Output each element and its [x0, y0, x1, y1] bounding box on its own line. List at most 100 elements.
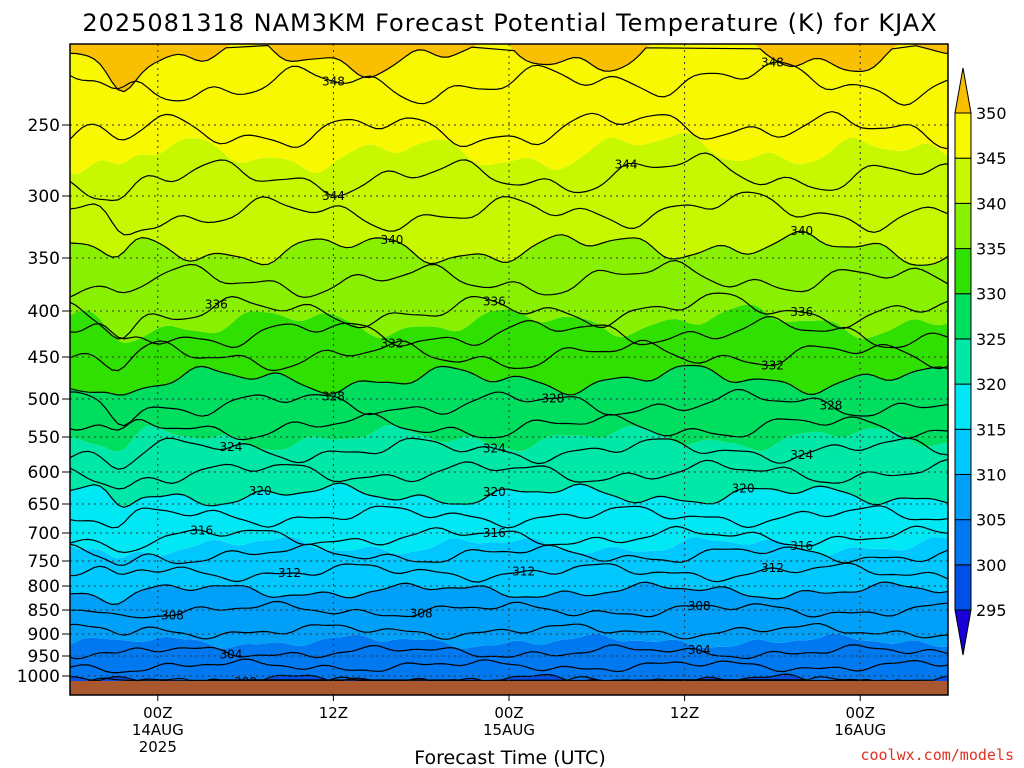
color-band-2 — [70, 633, 948, 687]
contour-line-318 — [69, 505, 949, 529]
x-tick-label: 15AUG — [483, 721, 535, 739]
contour-label-336: 336 — [483, 294, 506, 308]
colorbar-label: 295 — [976, 601, 1007, 620]
colorbar-extend-low — [954, 609, 972, 656]
x-tick-label: 00Z — [846, 704, 875, 722]
y-axis: 250 300 350 400 450 500 550 600 650 700 750 800 850 9… — [17, 116, 70, 687]
colorbar-segment — [954, 202, 972, 250]
color-band-7 — [70, 365, 948, 452]
colorbar-extend-high — [954, 67, 972, 114]
contour-line-342 — [69, 191, 949, 236]
y-tick-label: 750 — [28, 552, 60, 572]
colorbar-label: 300 — [976, 556, 1007, 575]
contour-labels: 348 348 344 344 340 340 336 336 336 332 332 328 328 3… — [161, 55, 842, 688]
y-tick-label: 700 — [28, 524, 60, 544]
x-tick-label: 14AUG — [132, 721, 184, 739]
contour-label-348: 348 — [322, 74, 345, 88]
y-tick-label: 500 — [28, 390, 60, 410]
color-band-6 — [70, 425, 948, 508]
colorbar-label: 315 — [976, 420, 1007, 439]
contour-line-310 — [69, 581, 949, 606]
y-tick-label: 800 — [28, 577, 60, 597]
colorbar-segment — [954, 112, 972, 159]
y-tick-label: 1000 — [17, 667, 60, 687]
contour-line-314 — [69, 543, 949, 566]
y-tick-label: 250 — [28, 116, 60, 136]
colorbar-segment — [954, 383, 972, 430]
y-tick-label: 650 — [28, 495, 60, 515]
contour-line-340 — [69, 230, 949, 266]
contour-label-324: 324 — [790, 448, 813, 462]
colorbar-label: 310 — [976, 465, 1007, 484]
contour-label-328: 328 — [322, 389, 345, 403]
contour-line-298 — [87, 676, 905, 682]
colorbar-label: 330 — [976, 285, 1007, 304]
y-tick-label: 900 — [28, 625, 60, 645]
colorbar-label: 350 — [976, 104, 1007, 123]
contour-line-328 — [70, 389, 949, 427]
y-tick-label: 350 — [28, 249, 60, 269]
contour-line-306 — [69, 623, 949, 640]
contour-label-312: 312 — [761, 561, 784, 575]
contour-label-332: 332 — [380, 337, 403, 351]
contour-line-350 — [69, 44, 949, 93]
contour-label-344: 344 — [322, 189, 345, 203]
contour-line-346 — [69, 110, 949, 150]
contour-line-344 — [69, 152, 949, 202]
x-tick-label: 16AUG — [834, 721, 886, 739]
contour-label-304: 304 — [688, 643, 711, 657]
contour-label-336: 336 — [790, 305, 813, 319]
x-tick-label: 12Z — [670, 704, 699, 722]
contour-line-304 — [69, 644, 949, 660]
colorbar-segment — [954, 428, 972, 475]
y-tick-label: 950 — [28, 647, 60, 667]
colorbar-segment — [954, 473, 972, 521]
contour-label-316: 316 — [790, 539, 813, 553]
contour-label-340: 340 — [380, 233, 403, 247]
contour-label-324: 324 — [483, 441, 506, 455]
contour-line-326 — [69, 412, 949, 441]
colorbar: 295 300 305 310 315 320 325 330 335 340 345 350 — [954, 67, 1007, 656]
colorbar-label: 325 — [976, 330, 1007, 349]
contour-line-332 — [69, 339, 949, 372]
ground-bar — [70, 681, 948, 695]
y-tick-label: 300 — [28, 187, 60, 207]
colorbar-segment — [954, 564, 972, 611]
chart-title: 2025081318 NAM3KM Forecast Potential Tem… — [82, 9, 937, 37]
contour-line-312 — [69, 562, 949, 583]
contour-line-302 — [69, 658, 949, 674]
x-tick-label: 2025 — [139, 738, 177, 756]
y-tick-label: 550 — [28, 428, 60, 448]
colorbar-label: 335 — [976, 240, 1007, 259]
contour-line-330 — [69, 364, 949, 396]
contour-label-344: 344 — [615, 157, 638, 171]
colorbar-label: 320 — [976, 375, 1007, 394]
contour-line-308 — [69, 600, 949, 619]
colorbar-segment — [954, 519, 972, 566]
contour-line-322 — [69, 459, 949, 490]
color-band-11 — [70, 44, 948, 175]
colorbar-label: 305 — [976, 511, 1007, 530]
x-axis-label: Forecast Time (UTC) — [414, 747, 605, 768]
contour-label-324: 324 — [220, 440, 243, 454]
contour-label-316: 316 — [190, 523, 213, 537]
x-tick-label: 00Z — [143, 704, 172, 722]
contour-label-308: 308 — [688, 599, 711, 613]
y-tick-label: 850 — [28, 601, 60, 621]
y-tick-label: 400 — [28, 302, 60, 322]
colorbar-segment — [954, 293, 972, 340]
plot-area: 348 348 344 344 340 340 336 336 336 332 332 328 328 3… — [69, 43, 949, 696]
contour-line-348 — [69, 61, 949, 106]
contour-label-332: 332 — [761, 359, 784, 373]
contour-label-328: 328 — [819, 399, 842, 413]
contour-label-336: 336 — [205, 298, 228, 312]
color-band-9 — [70, 231, 948, 343]
credit-text: coolwx.com/models — [860, 746, 1014, 764]
colorbar-label: 340 — [976, 194, 1007, 213]
color-band-12 — [70, 44, 948, 92]
contour-lines — [69, 44, 949, 682]
contour-label-320: 320 — [249, 484, 272, 498]
color-band-10 — [70, 132, 948, 266]
